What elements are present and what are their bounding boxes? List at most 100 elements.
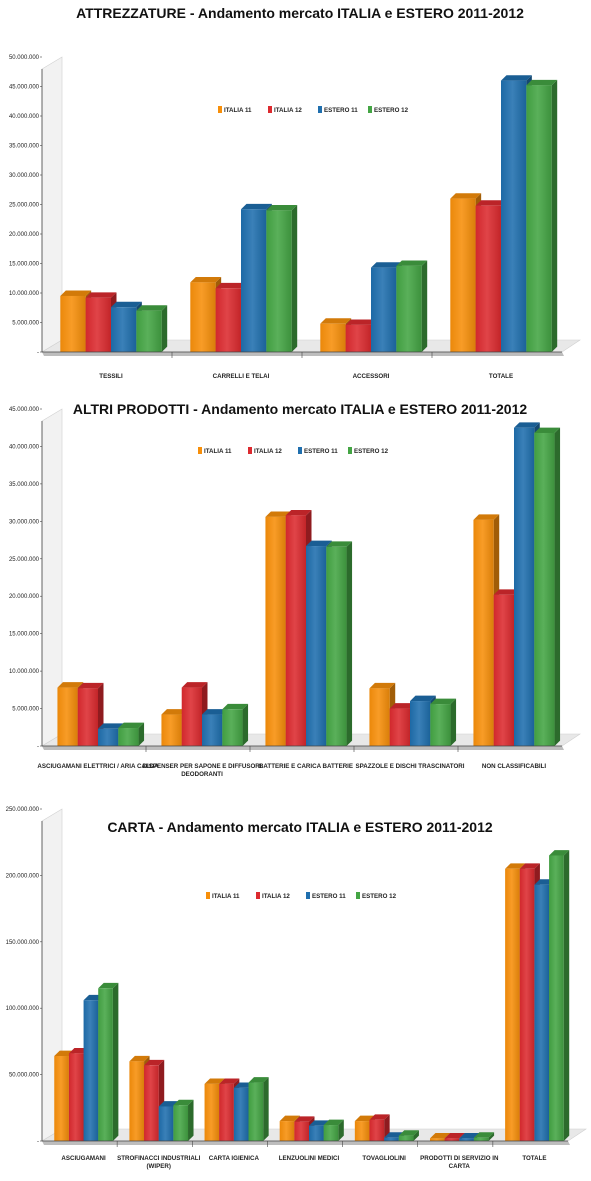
bar-front xyxy=(265,516,286,746)
bar-front xyxy=(459,1138,474,1141)
bar-top xyxy=(85,292,117,298)
y-tick-label: 20.000.000 xyxy=(9,594,40,600)
bar xyxy=(549,850,570,1141)
category-label: BATTERIE E CARICA BATTERIE xyxy=(259,763,353,770)
bar-front xyxy=(519,868,535,1141)
bar-side xyxy=(188,1099,194,1141)
bar-front xyxy=(181,687,202,746)
bar-front xyxy=(326,546,347,746)
bar-front xyxy=(444,1138,460,1141)
bar-front xyxy=(309,1125,324,1141)
bar-top xyxy=(501,75,532,81)
y-tick-label: 45.000.000 xyxy=(9,85,40,91)
bar-front xyxy=(475,205,501,352)
floor-edge xyxy=(42,746,564,750)
legend-swatch xyxy=(298,447,302,454)
category-label: ASCIUGAMANI ELETTRICI / ARIA CALDA xyxy=(37,763,159,770)
bar-top xyxy=(475,200,507,206)
legend-label: ITALIA 11 xyxy=(212,893,240,900)
bar-top xyxy=(473,514,500,520)
bar-top xyxy=(534,427,561,433)
bar xyxy=(136,305,168,352)
y-tick-label: - xyxy=(37,350,39,356)
category-label: TOTALE xyxy=(522,1155,546,1162)
bar-top xyxy=(77,682,104,689)
bar-front xyxy=(219,1083,234,1141)
bar-top xyxy=(369,682,396,689)
bar-top xyxy=(450,193,482,199)
bar xyxy=(173,1099,194,1141)
bar-front xyxy=(129,1061,145,1141)
bar xyxy=(473,1132,495,1141)
bar-front xyxy=(323,1125,339,1141)
bar-front xyxy=(233,1087,249,1141)
bar-side xyxy=(551,79,558,353)
y-tick-label: 100.000.000 xyxy=(6,1006,40,1012)
bar-front xyxy=(60,295,86,352)
y-tick-label: 25.000.000 xyxy=(9,557,40,563)
bar-front xyxy=(202,714,223,746)
bar-front xyxy=(534,432,555,746)
bar-front xyxy=(505,868,520,1141)
category-label: TOVAGLIOLINI xyxy=(362,1155,406,1162)
bar-front xyxy=(158,1106,174,1141)
bar xyxy=(98,982,119,1141)
y-tick-label: 30.000.000 xyxy=(9,173,40,179)
bar-top xyxy=(398,1130,419,1136)
bar-side xyxy=(161,305,168,352)
bar-side xyxy=(346,541,353,746)
bar-top xyxy=(202,709,228,715)
y-tick-label: 150.000.000 xyxy=(6,940,40,946)
bar-top xyxy=(526,79,558,86)
bar-side xyxy=(450,698,457,746)
floor-edge xyxy=(42,1141,570,1145)
category-label: NON CLASSIFICABILI xyxy=(482,763,547,770)
legend-label: ESTERO 11 xyxy=(312,893,346,900)
bar-front xyxy=(98,988,113,1141)
y-tick-label: 250.000.000 xyxy=(6,807,40,813)
legend-swatch xyxy=(206,892,210,899)
category-label: DEODORANTI xyxy=(181,771,223,778)
chart-3: CARTA - Andamento mercato ITALIA e ESTER… xyxy=(6,807,587,1170)
legend: ITALIA 11 ITALIA 12 ESTERO 11 ESTERO 12 xyxy=(198,447,389,455)
bar-front xyxy=(294,1121,309,1141)
bar xyxy=(215,282,247,352)
bar-top xyxy=(410,695,436,702)
bar-top xyxy=(549,850,570,856)
y-tick-label: 15.000.000 xyxy=(9,262,40,268)
legend-swatch xyxy=(218,106,222,113)
y-tick-label: 35.000.000 xyxy=(9,144,40,150)
legend-label: ESTERO 11 xyxy=(304,448,338,455)
y-tick-label: 40.000.000 xyxy=(9,114,40,120)
bar-front xyxy=(68,1053,84,1141)
bar-front xyxy=(526,85,552,352)
bar-side xyxy=(554,427,561,746)
legend-label: ESTERO 12 xyxy=(374,107,409,114)
y-tick-label: 20.000.000 xyxy=(9,232,40,238)
bar-top xyxy=(294,1116,315,1122)
bar-front xyxy=(248,1082,264,1141)
chart-title: ALTRI PRODOTTI - Andamento mercato ITALI… xyxy=(73,401,528,417)
bar-front xyxy=(83,1000,99,1141)
legend-swatch xyxy=(348,447,352,454)
bar-front xyxy=(144,1065,159,1141)
bar-front xyxy=(514,427,535,746)
category-label: TOTALE xyxy=(489,373,513,380)
bar-side xyxy=(488,1132,495,1141)
legend-label: ITALIA 12 xyxy=(274,107,302,114)
legend-label: ITALIA 12 xyxy=(262,893,290,900)
y-tick-label: 45.000.000 xyxy=(9,407,40,413)
bar-front xyxy=(215,288,241,352)
bar xyxy=(326,541,353,746)
chart-title: ATTREZZATURE - Andamento mercato ITALIA … xyxy=(76,5,524,21)
category-label: DISPENSER PER SAPONE E DIFFUSORI xyxy=(143,763,262,770)
bar-top xyxy=(396,260,428,266)
bar xyxy=(398,1130,419,1141)
bar-front xyxy=(136,310,162,352)
bar-front xyxy=(493,594,514,746)
category-label: STROFINACCI INDUSTRIALI xyxy=(117,1155,200,1162)
legend: ITALIA 11 ITALIA 12 ESTERO 11 ESTERO 12 xyxy=(218,106,409,114)
category-label: CARRELLI E TELAI xyxy=(213,373,270,380)
bar xyxy=(526,79,558,353)
